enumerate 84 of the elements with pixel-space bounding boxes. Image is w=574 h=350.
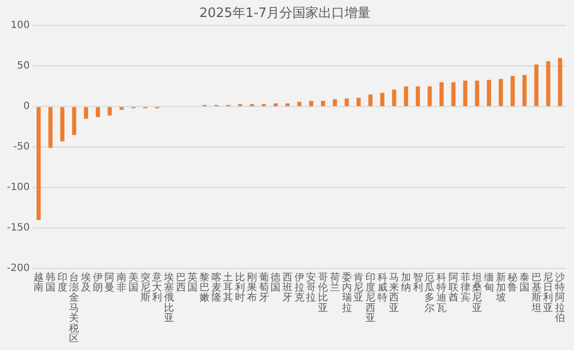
- x-tick-label: 越南: [34, 271, 44, 294]
- bar: [522, 75, 527, 106]
- x-tick-label: 韩国: [45, 271, 56, 294]
- x-tick-label: 葡萄牙: [258, 271, 269, 304]
- x-tick-label: 伊朗: [92, 272, 103, 294]
- bar: [297, 102, 302, 106]
- bar: [60, 107, 64, 142]
- x-tick-label: 肯尼亚: [354, 271, 364, 304]
- bar: [498, 79, 503, 106]
- y-tick-label: 50: [16, 60, 30, 72]
- bar: [380, 92, 384, 106]
- x-tick-label: 沙特阿拉伯: [555, 271, 566, 324]
- x-tick-label: 新加坡: [494, 271, 506, 304]
- x-tick-label: 埃及: [80, 271, 92, 294]
- x-tick-label: 印度尼西亚: [365, 271, 376, 324]
- bar: [534, 64, 538, 106]
- x-tick-label: 黎巴嫩: [200, 271, 210, 304]
- x-tick-label: 德国: [270, 272, 281, 294]
- bar: [392, 90, 396, 106]
- y-tick-label: 100: [10, 20, 30, 32]
- x-tick-label: 委内瑞拉: [342, 271, 352, 314]
- x-tick-label: 安哥拉: [306, 271, 316, 304]
- x-tick-label: 泰国: [520, 272, 530, 294]
- x-tick-label: 美国: [128, 271, 138, 294]
- x-tick-label: 哥伦比亚: [318, 272, 328, 314]
- x-tick-label: 阿曼: [104, 272, 115, 294]
- bar: [48, 107, 53, 148]
- x-tick-label: 喀麦隆: [211, 271, 222, 304]
- bar: [96, 107, 100, 118]
- bar: [439, 82, 444, 106]
- x-tick-label: 南非: [116, 271, 127, 294]
- x-tick-label: 智利: [412, 271, 423, 294]
- x-tick-label: 尼日利亚: [543, 272, 554, 314]
- bar: [486, 80, 492, 106]
- x-tick-label: 缅甸: [484, 272, 494, 294]
- bar: [320, 100, 326, 106]
- bar: [546, 61, 550, 106]
- x-tick-label: 埃塞俄比亚: [162, 271, 174, 324]
- x-tick-label: 菲律宾: [460, 271, 470, 304]
- bar: [332, 99, 337, 106]
- y-tick-label: -200: [6, 263, 30, 274]
- x-tick-label: 阿联酋: [448, 272, 458, 304]
- bar: [416, 86, 420, 106]
- bar: [404, 86, 408, 106]
- x-tick-label: 马来西亚: [389, 272, 400, 314]
- x-tick-label: 科特迪瓦: [436, 271, 447, 314]
- x-tick-label: 科威特: [377, 271, 388, 304]
- bar: [368, 94, 373, 106]
- x-tick-label: 厄瓜多尔: [424, 272, 435, 314]
- y-tick-label: -150: [6, 222, 30, 234]
- bar: [463, 80, 468, 106]
- bar: [451, 82, 456, 106]
- chart-title: 2025年1-7月分国家出口增量: [199, 5, 371, 22]
- x-tick-label: 荷兰: [330, 271, 340, 294]
- bar: [72, 107, 76, 135]
- x-tick-label: 台澎金马关税区: [69, 271, 80, 344]
- y-tick-label: -50: [13, 142, 30, 153]
- bar: [356, 98, 361, 106]
- x-tick-label: 土耳其: [223, 271, 234, 304]
- bar: [344, 98, 349, 106]
- x-tick-label: 比利时: [235, 271, 246, 304]
- x-tick-label: 西班牙: [282, 272, 292, 304]
- bar: [309, 100, 314, 106]
- x-tick-label: 印度: [57, 271, 68, 294]
- x-tick-label: 加纳: [401, 271, 412, 294]
- y-tick-label: 0: [23, 101, 30, 112]
- bar: [120, 107, 124, 110]
- bar: [108, 107, 112, 116]
- x-tick-label: 刚果布: [246, 272, 257, 304]
- x-tick-label: 英国: [188, 271, 198, 294]
- bar: [84, 107, 88, 119]
- bar: [558, 58, 562, 106]
- bar: [36, 107, 41, 220]
- x-tick-label: 巴基斯坦: [530, 272, 542, 314]
- x-tick-label: 秘鲁: [508, 272, 518, 294]
- x-tick-label: 意大利: [151, 271, 162, 304]
- bar: [475, 80, 480, 106]
- x-tick-label: 突尼斯: [140, 271, 150, 304]
- x-tick-label: 坦桑尼亚: [471, 271, 482, 314]
- bar: [510, 76, 515, 106]
- x-tick-label: 伊拉克: [294, 272, 304, 304]
- bar: [428, 86, 432, 106]
- x-tick-label: 巴西: [176, 272, 186, 294]
- y-tick-label: -100: [6, 182, 30, 194]
